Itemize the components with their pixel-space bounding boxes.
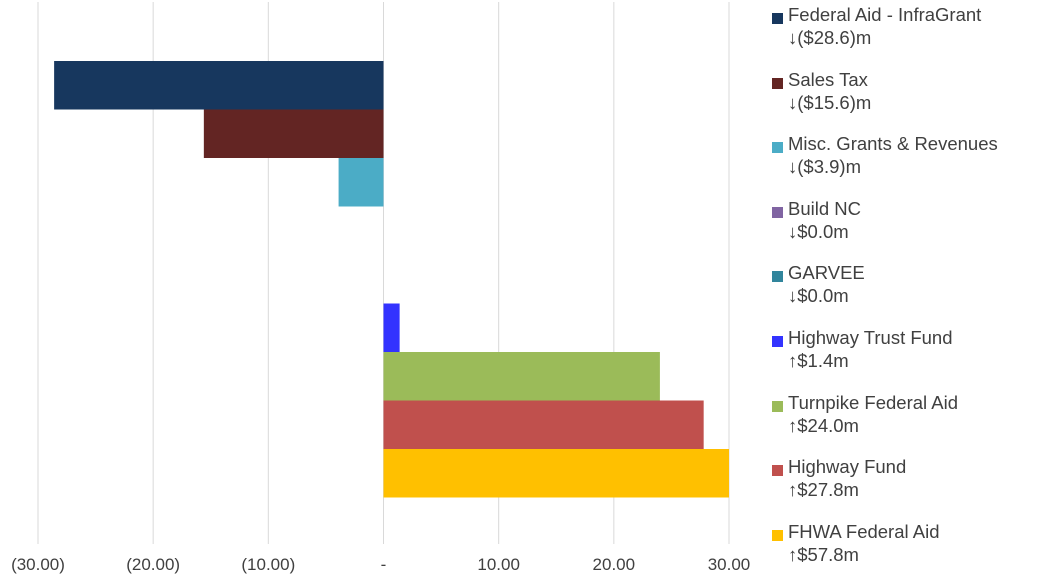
x-tick-label: 20.00 [593,555,636,574]
x-tick-label: (10.00) [241,555,295,574]
legend-item: Highway Fund ↑$27.8m [772,454,1051,519]
legend-series-name: Highway Trust Fund [788,326,953,348]
legend-item: FHWA Federal Aid ↑$57.8m [772,519,1051,584]
legend-series-name: GARVEE [788,262,865,284]
legend-change-value: ↓$0.0m [788,285,849,307]
legend-series-name: Federal Aid - InfraGrant [788,4,982,25]
legend-change-value: ↑$57.8m [788,543,859,565]
legend-swatch [772,465,783,477]
x-axis-ticks: (30.00) (20.00) (10.00) - 10.00 20.00 30.00 [11,555,750,574]
legend-swatch [772,142,783,154]
x-tick-label: (30.00) [11,555,65,574]
bar-misc-grants-revenues [338,158,384,207]
legend-change-value: ↓($3.9)m [788,156,861,178]
legend-swatch [772,77,783,89]
legend-change-value: ↓$0.0m [788,220,849,242]
legend-series-name: Build NC [788,197,861,219]
legend-series-name: Turnpike Federal Aid [788,391,959,413]
legend-change-value: ↑$1.4m [788,349,849,371]
legend-item: GARVEE ↓$0.0m [772,260,1051,325]
legend-swatch [772,335,783,347]
bar-federal-aid-infragrant [54,61,384,110]
x-tick-label: 30.00 [708,555,751,574]
legend-series-name: Sales Tax [788,68,868,90]
legend: Federal Aid - InfraGrant ↓($28.6)m Sales T… [772,2,1051,583]
bar-turnpike-federal-aid [383,352,660,401]
bars [54,61,729,498]
legend-change-value: ↓($15.6)m [788,91,872,113]
legend-swatch [772,529,783,541]
legend-item: Misc. Grants & Revenues ↓($3.9)m [772,131,1051,196]
bar-sales-tax [203,109,384,158]
legend-swatch [772,271,783,283]
legend-item: Highway Trust Fund ↑$1.4m [772,325,1051,390]
legend-item: Sales Tax ↓($15.6)m [772,67,1051,132]
legend-series-name: Misc. Grants & Revenues [788,133,998,155]
x-tick-label: 10.00 [477,555,520,574]
legend-change-value: ↑$27.8m [788,479,859,501]
legend-change-value: ↑$24.0m [788,414,859,436]
legend-series-name: Highway Fund [788,456,907,478]
legend-series-name: FHWA Federal Aid [788,520,940,542]
legend-item: Build NC ↓$0.0m [772,196,1051,261]
x-tick-label: (20.00) [126,555,180,574]
legend-swatch [772,206,783,218]
legend-swatch [772,13,783,24]
legend-change-value: ↓($28.6)m [788,27,872,48]
bar-fhwa-federal-aid [383,449,729,498]
x-tick-label: - [381,555,387,574]
bar-highway-fund [383,400,704,449]
bar-highway-trust-fund [383,303,400,352]
legend-swatch [772,400,783,412]
legend-item: Federal Aid - InfraGrant ↓($28.6)m [772,2,1051,67]
legend-item: Turnpike Federal Aid ↑$24.0m [772,390,1051,455]
